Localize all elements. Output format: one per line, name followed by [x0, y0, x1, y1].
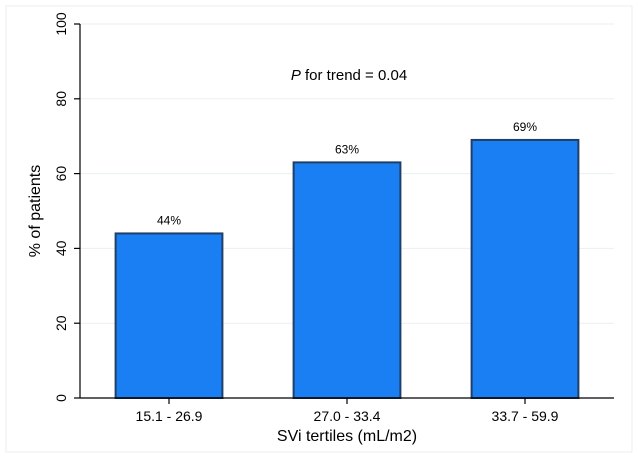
- bar-value-label: 63%: [335, 142, 359, 156]
- trend-value: for trend = 0.04: [301, 67, 407, 84]
- x-axis-title: SVi tertiles (mL/m2): [277, 428, 417, 445]
- bar-value-label: 69%: [513, 120, 537, 134]
- y-tick-label: 40: [53, 240, 69, 256]
- x-tick-label: 15.1 - 26.9: [136, 408, 203, 424]
- y-tick-label: 60: [53, 166, 69, 182]
- trend-annotation: P for trend = 0.04: [291, 67, 407, 84]
- y-tick-label: 100: [53, 12, 69, 36]
- y-tick-label: 20: [53, 315, 69, 331]
- y-ticks: 0 20 40 60 80 100: [53, 12, 80, 402]
- x-tick-label: 27.0 - 33.4: [314, 408, 381, 424]
- bar-value-label: 44%: [157, 213, 181, 227]
- bars: [114, 138, 580, 399]
- x-ticks: 15.1 - 26.9 27.0 - 33.4 33.7 - 59.9: [136, 398, 559, 424]
- y-tick-label: 80: [53, 91, 69, 107]
- bar: [292, 161, 402, 399]
- x-tick-label: 33.7 - 59.9: [492, 408, 559, 424]
- bar: [470, 138, 580, 399]
- data-labels: 44% 63% 69%: [157, 120, 537, 228]
- y-axis-title: % of patients: [27, 165, 44, 258]
- trend-p-label: P: [291, 67, 301, 84]
- y-tick-label: 0: [53, 394, 69, 402]
- bar: [114, 232, 224, 399]
